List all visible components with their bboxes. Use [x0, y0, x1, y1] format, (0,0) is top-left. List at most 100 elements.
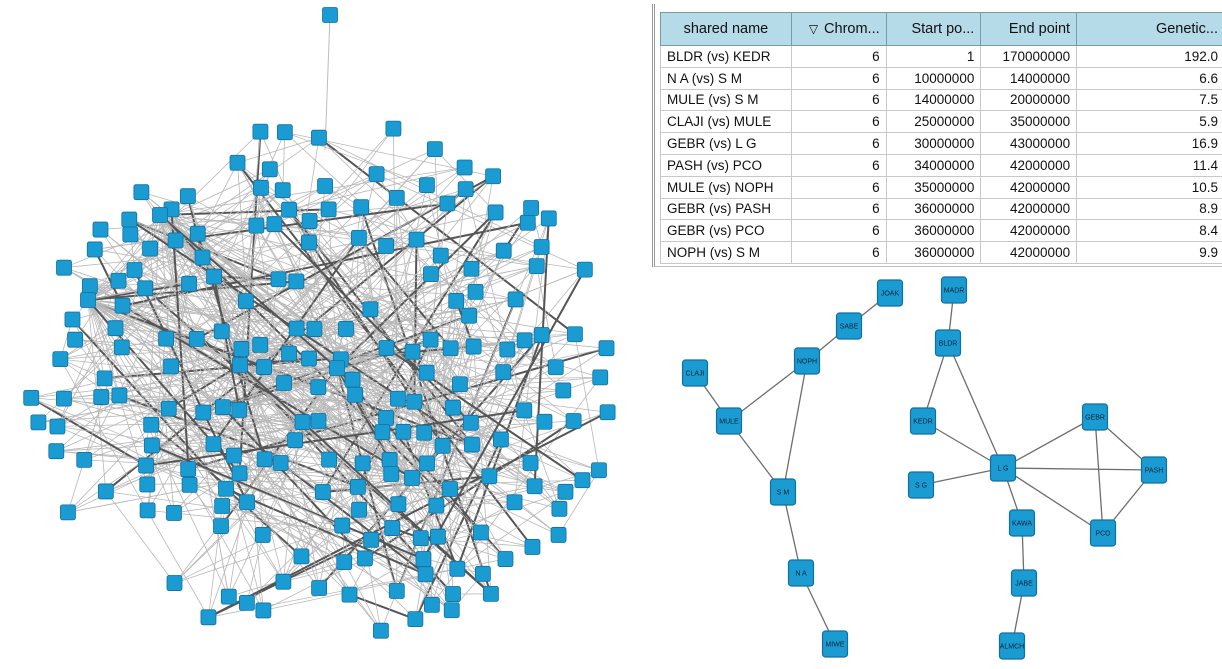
node[interactable]: [49, 418, 66, 435]
edge[interactable]: [174, 175, 494, 584]
node[interactable]: [266, 216, 283, 233]
edge[interactable]: [471, 268, 560, 509]
table-cell[interactable]: 6.6: [1076, 66, 1222, 90]
node[interactable]: [576, 261, 593, 278]
edge[interactable]: [336, 367, 525, 411]
edge[interactable]: [376, 173, 585, 270]
edge[interactable]: [288, 167, 465, 211]
node[interactable]: [419, 177, 435, 194]
edge[interactable]: [449, 346, 475, 490]
column-header-genetic[interactable]: Genetic...: [1076, 12, 1222, 46]
node[interactable]: [485, 168, 502, 185]
node[interactable]: [497, 551, 514, 567]
node[interactable]: [415, 551, 432, 567]
edge[interactable]: [322, 488, 451, 493]
table-cell[interactable]: 14000000: [980, 66, 1078, 90]
edge[interactable]: [145, 409, 525, 467]
node[interactable]: GEBR: [1081, 403, 1109, 431]
node[interactable]: [374, 424, 391, 441]
node[interactable]: [551, 500, 568, 517]
node[interactable]: [317, 178, 333, 194]
edge[interactable]: [336, 218, 550, 369]
node[interactable]: [288, 273, 305, 290]
node[interactable]: [383, 466, 400, 482]
column-header-end-point[interactable]: End point: [980, 12, 1078, 46]
edge[interactable]: [434, 148, 496, 213]
edge[interactable]: [398, 250, 505, 505]
node[interactable]: [261, 161, 278, 178]
edge[interactable]: [558, 470, 600, 536]
edge[interactable]: [362, 185, 428, 464]
edge[interactable]: [173, 239, 417, 514]
node[interactable]: [306, 321, 323, 337]
node[interactable]: [536, 413, 553, 430]
table-cell[interactable]: BLDR (vs) KEDR: [660, 45, 792, 68]
edge[interactable]: [255, 225, 320, 589]
node[interactable]: [225, 447, 242, 464]
node[interactable]: [288, 320, 305, 337]
node[interactable]: [344, 371, 361, 388]
node[interactable]: [137, 280, 154, 297]
table-row[interactable]: CLAJI (vs) MULE 6 25000000 35000000 5.9: [660, 110, 1222, 134]
table-cell[interactable]: 11.4: [1076, 153, 1222, 177]
edge[interactable]: [94, 249, 324, 493]
edge[interactable]: [1002, 467, 1155, 471]
table-cell[interactable]: GEBR (vs) PCO: [660, 219, 792, 243]
edge[interactable]: [423, 189, 467, 560]
table-cell[interactable]: 16.9: [1076, 132, 1222, 155]
node[interactable]: [430, 528, 446, 545]
edge[interactable]: [128, 219, 281, 464]
node[interactable]: [189, 225, 206, 242]
edge[interactable]: [1094, 416, 1104, 534]
table-cell[interactable]: 14000000: [885, 88, 982, 112]
node[interactable]: [463, 260, 480, 277]
edge[interactable]: [57, 188, 466, 427]
node[interactable]: [301, 350, 317, 367]
node[interactable]: KEDR: [909, 407, 937, 435]
node[interactable]: [464, 436, 480, 453]
edge[interactable]: [87, 173, 377, 301]
node[interactable]: [121, 211, 138, 228]
edge[interactable]: [63, 398, 490, 477]
node[interactable]: [179, 188, 196, 205]
node[interactable]: S M: [769, 478, 797, 506]
node[interactable]: [523, 200, 540, 216]
node[interactable]: [232, 357, 248, 373]
node[interactable]: [432, 247, 449, 264]
table-cell[interactable]: MULE (vs) S M: [660, 88, 792, 112]
table-cell[interactable]: 42000000: [980, 219, 1078, 243]
node[interactable]: [465, 338, 482, 355]
node[interactable]: [252, 123, 269, 140]
node[interactable]: L G: [989, 454, 1017, 482]
edge[interactable]: [159, 214, 417, 240]
edge[interactable]: [324, 14, 331, 151]
node[interactable]: [555, 382, 572, 399]
node[interactable]: [434, 437, 451, 454]
node[interactable]: [483, 585, 499, 602]
node[interactable]: [423, 266, 439, 283]
edge[interactable]: [147, 364, 241, 511]
edge[interactable]: [165, 245, 387, 340]
edge[interactable]: [189, 300, 247, 486]
edge[interactable]: [56, 420, 574, 452]
node[interactable]: [507, 291, 524, 308]
node[interactable]: [528, 258, 545, 275]
node[interactable]: [274, 182, 291, 199]
node[interactable]: [200, 609, 217, 626]
node[interactable]: [252, 336, 269, 353]
node[interactable]: [338, 321, 354, 337]
table-cell[interactable]: NOPH (vs) S M: [660, 241, 792, 264]
table-cell[interactable]: 42000000: [980, 241, 1078, 264]
edge[interactable]: [465, 189, 525, 411]
edge[interactable]: [63, 398, 152, 426]
node[interactable]: [276, 375, 292, 391]
node[interactable]: [272, 455, 289, 471]
node[interactable]: [487, 204, 504, 221]
node[interactable]: [110, 272, 127, 289]
edge[interactable]: [349, 501, 515, 595]
node[interactable]: [448, 293, 465, 309]
node[interactable]: [52, 351, 69, 368]
edge[interactable]: [436, 501, 515, 507]
edge[interactable]: [280, 462, 427, 576]
edge[interactable]: [239, 273, 432, 366]
